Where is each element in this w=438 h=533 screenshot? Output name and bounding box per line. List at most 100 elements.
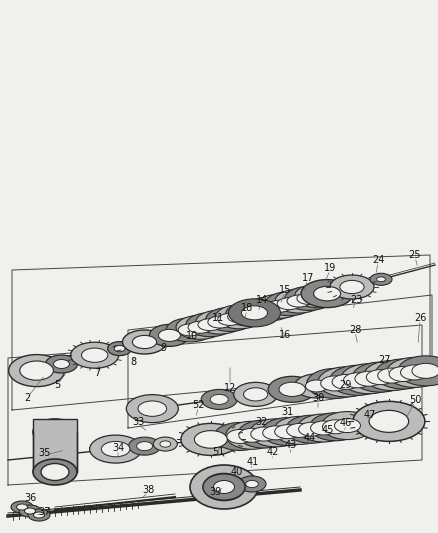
Text: 8: 8 <box>130 357 136 367</box>
Ellipse shape <box>149 325 189 346</box>
Text: 19: 19 <box>323 263 336 273</box>
Text: 36: 36 <box>24 493 36 503</box>
Text: 11: 11 <box>212 313 224 323</box>
Ellipse shape <box>352 401 424 441</box>
Ellipse shape <box>53 359 69 368</box>
Text: 40: 40 <box>230 467 243 477</box>
Ellipse shape <box>306 290 330 302</box>
Ellipse shape <box>215 305 263 329</box>
Text: 27: 27 <box>378 355 390 365</box>
Ellipse shape <box>354 371 382 386</box>
Text: 43: 43 <box>284 440 297 450</box>
Text: 31: 31 <box>280 407 293 417</box>
Ellipse shape <box>89 435 141 463</box>
Ellipse shape <box>340 364 396 394</box>
Ellipse shape <box>198 319 222 330</box>
Ellipse shape <box>227 311 251 323</box>
Ellipse shape <box>71 342 118 368</box>
Text: 16: 16 <box>278 330 290 340</box>
Ellipse shape <box>126 394 178 423</box>
Ellipse shape <box>250 427 276 441</box>
Text: 2: 2 <box>24 393 30 403</box>
Text: 41: 41 <box>246 457 258 467</box>
Ellipse shape <box>305 380 327 392</box>
Ellipse shape <box>33 459 77 485</box>
Ellipse shape <box>138 401 166 416</box>
Text: 18: 18 <box>240 303 253 313</box>
Ellipse shape <box>225 302 273 326</box>
Text: 52: 52 <box>191 400 204 410</box>
Ellipse shape <box>321 411 373 440</box>
Text: 45: 45 <box>321 425 333 435</box>
Text: 30: 30 <box>311 393 323 403</box>
Ellipse shape <box>228 299 280 327</box>
Ellipse shape <box>309 413 361 441</box>
Ellipse shape <box>178 324 201 336</box>
Ellipse shape <box>297 414 349 442</box>
Text: 33: 33 <box>131 417 144 427</box>
Ellipse shape <box>310 421 336 435</box>
Ellipse shape <box>274 289 322 313</box>
Ellipse shape <box>46 355 78 373</box>
Text: 34: 34 <box>112 443 124 453</box>
Ellipse shape <box>17 504 28 510</box>
Ellipse shape <box>11 501 33 513</box>
Ellipse shape <box>411 364 438 378</box>
Ellipse shape <box>9 354 64 386</box>
Ellipse shape <box>265 292 312 316</box>
Ellipse shape <box>202 474 244 500</box>
Ellipse shape <box>352 362 407 392</box>
Ellipse shape <box>25 508 35 514</box>
Ellipse shape <box>201 390 237 409</box>
Ellipse shape <box>343 373 371 388</box>
Text: 25: 25 <box>408 250 420 260</box>
Text: 38: 38 <box>141 485 154 495</box>
Ellipse shape <box>273 416 325 445</box>
Ellipse shape <box>329 275 373 299</box>
Ellipse shape <box>286 423 312 438</box>
Ellipse shape <box>320 376 348 391</box>
Text: 17: 17 <box>301 273 314 283</box>
Ellipse shape <box>318 367 373 397</box>
Ellipse shape <box>166 318 214 342</box>
Text: 10: 10 <box>185 331 198 341</box>
Ellipse shape <box>241 306 267 320</box>
Ellipse shape <box>306 368 362 399</box>
Ellipse shape <box>276 297 300 310</box>
Text: 32: 32 <box>255 417 268 427</box>
Ellipse shape <box>300 280 352 308</box>
Text: 44: 44 <box>303 433 315 443</box>
Ellipse shape <box>237 476 265 492</box>
Ellipse shape <box>365 370 393 385</box>
Text: 39: 39 <box>208 487 221 497</box>
Ellipse shape <box>249 419 301 447</box>
Ellipse shape <box>376 277 385 282</box>
Polygon shape <box>33 419 77 472</box>
Ellipse shape <box>194 431 227 448</box>
Ellipse shape <box>180 423 240 455</box>
Ellipse shape <box>41 464 69 481</box>
Ellipse shape <box>329 365 385 395</box>
Ellipse shape <box>296 293 320 304</box>
Ellipse shape <box>159 441 170 447</box>
Text: 7: 7 <box>94 368 100 378</box>
Ellipse shape <box>136 442 152 450</box>
Ellipse shape <box>298 422 324 436</box>
Ellipse shape <box>284 286 332 310</box>
Ellipse shape <box>233 382 277 406</box>
Ellipse shape <box>334 418 360 433</box>
Ellipse shape <box>238 429 264 442</box>
Ellipse shape <box>268 376 315 402</box>
Ellipse shape <box>332 374 359 390</box>
Ellipse shape <box>294 374 338 398</box>
Ellipse shape <box>210 394 228 405</box>
Text: 24: 24 <box>371 255 383 265</box>
Ellipse shape <box>81 348 108 362</box>
Text: 37: 37 <box>39 507 51 517</box>
Ellipse shape <box>339 280 363 294</box>
Ellipse shape <box>369 273 391 285</box>
Text: 5: 5 <box>54 380 60 390</box>
Ellipse shape <box>202 473 244 500</box>
Ellipse shape <box>274 425 300 439</box>
Ellipse shape <box>28 509 50 521</box>
